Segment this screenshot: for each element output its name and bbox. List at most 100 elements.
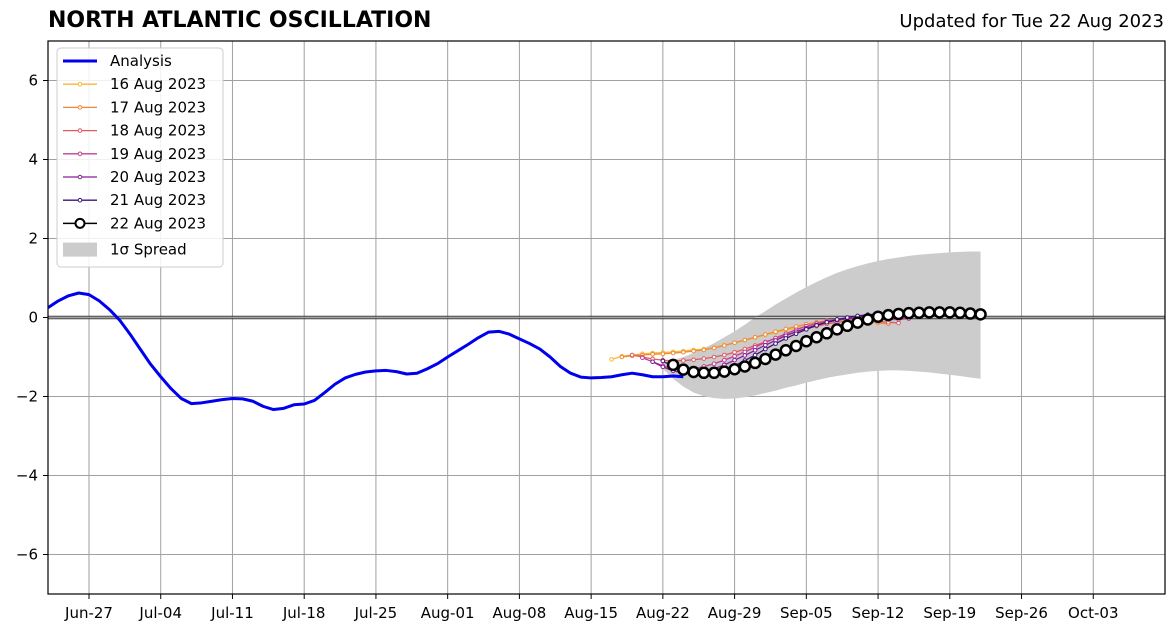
forecast-point (912, 306, 926, 320)
legend-label: 21 Aug 2023 (110, 191, 206, 209)
forecast-point (742, 337, 748, 343)
x-tick-label: Jul-04 (138, 604, 182, 622)
forecast-point (660, 364, 666, 370)
forecast-point (933, 306, 946, 319)
forecast-point (722, 352, 727, 358)
forecast-point (650, 351, 655, 357)
legend-label: Analysis (110, 52, 172, 70)
grid (48, 41, 1165, 594)
forecast-point (902, 306, 916, 320)
forecast-point (748, 356, 762, 370)
legend-swatch (63, 242, 97, 257)
forecast-point (763, 346, 768, 352)
forecast-point (845, 315, 850, 320)
forecast-point (943, 306, 957, 319)
forecast-point (953, 306, 967, 320)
forecast-point (861, 313, 875, 326)
forecast-point (804, 327, 809, 332)
y-tick-label: −2 (16, 388, 38, 406)
forecast-point (722, 357, 727, 363)
y-tick-label: −6 (16, 546, 38, 564)
legend-label: 22 Aug 2023 (110, 214, 206, 232)
legend-label: 17 Aug 2023 (110, 98, 206, 116)
y-tick-label: 6 (28, 72, 38, 90)
forecast-point (707, 366, 721, 380)
x-tick-label: Sep-26 (995, 604, 1048, 622)
legend-box (56, 47, 224, 268)
forecast-point (738, 360, 752, 373)
forecast-point (691, 357, 696, 363)
forecast-point (701, 347, 707, 353)
forecast-point (814, 323, 819, 328)
forecast-point (800, 334, 813, 348)
legend-marker (77, 128, 83, 133)
chart-title: NORTH ATLANTIC OSCILLATION (48, 8, 432, 33)
legend-label: 18 Aug 2023 (110, 122, 206, 140)
forecast-point (773, 329, 778, 335)
forecast-point (820, 327, 834, 340)
forecast-point (732, 349, 737, 355)
forecast-point (722, 343, 727, 348)
legend-marker (74, 217, 86, 229)
forecast-point (763, 342, 768, 348)
forecast-point (841, 319, 854, 333)
legend-marker (77, 151, 83, 157)
forecast-point (660, 358, 666, 364)
forecast-point (732, 357, 737, 363)
forecast-point (687, 365, 700, 379)
forecast-point (830, 323, 844, 336)
forecast-point (851, 316, 864, 329)
updated-date: Updated for Tue 22 Aug 2023 (899, 11, 1164, 32)
y-tick-label: 0 (28, 309, 38, 327)
forecast-point (742, 353, 748, 358)
legend-label: 20 Aug 2023 (110, 168, 206, 186)
forecast-point (783, 336, 789, 341)
forecast-point (711, 354, 717, 360)
x-tick-label: Jul-11 (210, 604, 254, 622)
x-tick-label: Oct-03 (1068, 604, 1118, 622)
forecast-point (834, 317, 840, 322)
forecast-point (793, 331, 799, 336)
legend: Analysis 16 Aug 2023 17 Aug 2023 18 Aug 202… (56, 47, 224, 268)
forecast-point (783, 326, 789, 332)
y-tick-label: 4 (28, 151, 38, 169)
legend-marker (77, 105, 83, 110)
forecast-point (629, 352, 635, 358)
forecast-point (773, 341, 778, 346)
forecast-point (681, 349, 686, 355)
x-tick-label: Aug-22 (636, 604, 690, 622)
forecast-point (619, 354, 625, 360)
axis-ticks: Jun-27 Jul-04 Jul-11 Jul-18 Jul-25 Aug-01 Aug-… (16, 72, 1119, 623)
forecast-point (732, 353, 737, 359)
forecast-point (752, 347, 758, 353)
forecast-point (974, 308, 987, 321)
forecast-point (728, 362, 741, 376)
forecast-point (677, 363, 690, 376)
forecast-point (640, 355, 645, 361)
forecast-point (691, 348, 696, 354)
y-tick-label: −4 (16, 467, 38, 485)
x-tick-label: Jun-27 (64, 604, 113, 622)
series-layer (48, 291, 987, 412)
forecast-point (650, 359, 655, 365)
x-tick-label: Sep-19 (923, 604, 976, 622)
forecast-point (763, 332, 768, 337)
x-tick-label: Aug-15 (564, 604, 618, 622)
forecast-point (752, 334, 758, 340)
forecast-point (752, 352, 758, 358)
forecast-point (810, 331, 823, 344)
forecast-point (670, 350, 676, 356)
forecast-point (923, 306, 936, 319)
x-tick-label: Aug-08 (492, 604, 546, 622)
x-tick-label: Jul-25 (354, 604, 398, 622)
legend-marker (77, 174, 83, 180)
forecast-point (732, 340, 737, 346)
forecast-point (718, 365, 731, 378)
x-tick-label: Jul-18 (282, 604, 326, 622)
forecast-point (871, 310, 885, 323)
forecast-point (882, 308, 895, 322)
y-tick-label: 2 (28, 230, 38, 248)
forecast-point (660, 351, 666, 357)
x-tick-label: Sep-05 (780, 604, 833, 622)
